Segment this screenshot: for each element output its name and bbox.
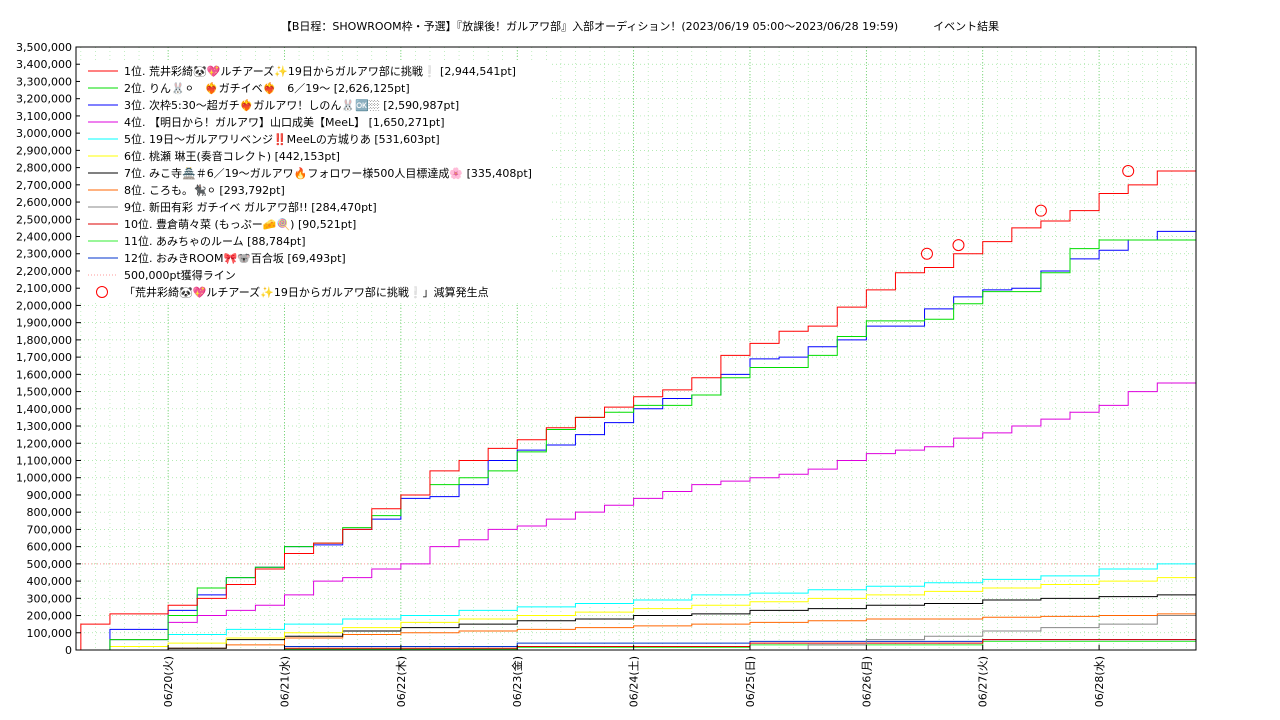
y-tick-label: 2,500,000 bbox=[16, 213, 72, 226]
y-tick-label: 1,200,000 bbox=[16, 437, 72, 450]
legend-label: 「荒井彩綺🐼💖ルチアーズ✨19日からガルアワ部に挑戦❕」減算発生点 bbox=[124, 285, 489, 299]
legend-label: 4位. 【明日から！ガルアワ】山口成美【MeeL】 [1,650,271pt] bbox=[124, 115, 445, 129]
y-tick-label: 0 bbox=[65, 644, 72, 657]
y-tick-label: 3,500,000 bbox=[16, 41, 72, 54]
y-tick-label: 500,000 bbox=[27, 558, 73, 571]
y-tick-label: 2,800,000 bbox=[16, 162, 72, 175]
y-axis-ticks: 0 100,000 200,000 300,000 400,000 500,000 600,… bbox=[16, 41, 81, 657]
y-tick-label: 3,100,000 bbox=[16, 110, 72, 123]
y-tick-label: 3,200,000 bbox=[16, 93, 72, 106]
y-tick-label: 2,100,000 bbox=[16, 282, 72, 295]
y-tick-label: 400,000 bbox=[27, 575, 73, 588]
legend-marker bbox=[96, 286, 108, 298]
series-line bbox=[76, 634, 1197, 651]
y-tick-label: 1,400,000 bbox=[16, 403, 72, 416]
x-tick-label: 06/22(木) bbox=[395, 656, 408, 707]
legend-label: 3位. 次枠5:30〜超ガチ❤️‍🔥ガルアワ！しのん🐰🆗🏼 [2,590,987… bbox=[124, 98, 459, 112]
y-tick-label: 1,500,000 bbox=[16, 386, 72, 399]
series-line bbox=[76, 573, 1197, 651]
deduction-marker bbox=[952, 239, 965, 252]
legend: 1位. 荒井彩綺🐼💖ルチアーズ✨19日からガルアワ部に挑戦❕ [2,944,54… bbox=[80, 60, 550, 303]
y-tick-label: 3,400,000 bbox=[16, 58, 72, 71]
chart-title: 【B日程：SHOWROOM枠・予選】『放課後！ガルアワ部』入部オーディション！(… bbox=[0, 18, 1280, 34]
y-tick-label: 2,000,000 bbox=[16, 299, 72, 312]
deduction-marker bbox=[1034, 204, 1047, 217]
chart-title-text: 【B日程：SHOWROOM枠・予選】『放課後！ガルアワ部』入部オーディション！(… bbox=[280, 20, 899, 33]
y-tick-label: 200,000 bbox=[27, 610, 73, 623]
series-line bbox=[76, 600, 1197, 651]
legend-label: 2位. りん🐰⚪ ❤️‍🔥ガチイベ❤️‍🔥 6／19〜 [2,626,125pt… bbox=[124, 81, 410, 95]
x-tick-label: 06/27(火) bbox=[977, 656, 990, 707]
y-tick-label: 1,000,000 bbox=[16, 472, 72, 485]
y-tick-label: 1,300,000 bbox=[16, 420, 72, 433]
deduction-marker bbox=[920, 247, 933, 260]
series-line bbox=[76, 558, 1197, 651]
y-tick-label: 700,000 bbox=[27, 523, 73, 536]
y-tick-label: 600,000 bbox=[27, 541, 73, 554]
legend-label: 12位. おみきROOM🎀🐨百合坂 [69,493pt] bbox=[124, 251, 346, 265]
series-line bbox=[76, 599, 1197, 651]
legend-label: 6位. 桃瀬 琳王(奏音コレクト) [442,153pt] bbox=[124, 149, 340, 163]
y-tick-label: 2,700,000 bbox=[16, 179, 72, 192]
series-line bbox=[76, 592, 1197, 651]
y-tick-label: 1,900,000 bbox=[16, 317, 72, 330]
y-tick-label: 1,600,000 bbox=[16, 368, 72, 381]
y-tick-label: 2,400,000 bbox=[16, 231, 72, 244]
y-tick-label: 2,200,000 bbox=[16, 265, 72, 278]
legend-box bbox=[80, 60, 550, 303]
legend-label: 9位. 新田有彩 ガチイベ ガルアワ部!! [284,470pt] bbox=[124, 200, 377, 214]
chart-subtitle: イベント結果 bbox=[933, 20, 1000, 33]
series-line bbox=[76, 142, 1197, 651]
legend-label: 8位. ころも。🐈‍⬛⚪ [293,792pt] bbox=[124, 183, 285, 197]
x-tick-label: 06/26(月) bbox=[860, 656, 873, 707]
x-tick-label: 06/24(土) bbox=[628, 656, 641, 707]
x-tick-label: 06/28(水) bbox=[1093, 656, 1106, 707]
legend-label: 5位. 19日〜ガルアワリベンジ‼️MeeLの方城りあ [531,603pt] bbox=[124, 132, 440, 146]
y-tick-label: 800,000 bbox=[27, 506, 73, 519]
x-tick-label: 06/25(日) bbox=[744, 656, 757, 707]
y-tick-label: 2,300,000 bbox=[16, 248, 72, 261]
plot-frame bbox=[75, 46, 1197, 651]
x-tick-label: 06/20(火) bbox=[162, 656, 175, 707]
x-tick-label: 06/21(水) bbox=[278, 656, 291, 707]
y-tick-label: 1,800,000 bbox=[16, 334, 72, 347]
y-tick-label: 1,100,000 bbox=[16, 454, 72, 467]
deduction-marker bbox=[1122, 165, 1135, 178]
y-tick-label: 3,300,000 bbox=[16, 75, 72, 88]
y-tick-label: 2,900,000 bbox=[16, 144, 72, 157]
y-tick-label: 1,700,000 bbox=[16, 351, 72, 364]
legend-label: 11位. あみちゃのルーム [88,784pt] bbox=[124, 234, 306, 248]
y-tick-label: 2,600,000 bbox=[16, 196, 72, 209]
deduction-markers bbox=[920, 165, 1135, 260]
legend-label: 7位. みこ寺🏯＃6／19〜ガルアワ🔥フォロワー様500人目標達成🌸 [335,… bbox=[124, 166, 532, 180]
x-axis-ticks: 06/20(火) 06/21(水) 06/22(木) 06/23(金) 06/24(土)… bbox=[162, 645, 1106, 707]
series-line bbox=[76, 365, 1197, 651]
legend-label: 10位. 豊倉萌々菜 (もっぷー🧀🍭) [90,521pt] bbox=[124, 217, 356, 231]
legend-label: 1位. 荒井彩綺🐼💖ルチアーズ✨19日からガルアワ部に挑戦❕ [2,944,54… bbox=[124, 64, 516, 78]
legend-label: 500,000pt獲得ライン bbox=[124, 269, 236, 282]
x-tick-label: 06/23(金) bbox=[510, 656, 524, 707]
y-tick-label: 900,000 bbox=[27, 489, 73, 502]
y-tick-label: 3,000,000 bbox=[16, 127, 72, 140]
y-tick-label: 300,000 bbox=[27, 592, 73, 605]
y-tick-label: 100,000 bbox=[27, 627, 73, 640]
